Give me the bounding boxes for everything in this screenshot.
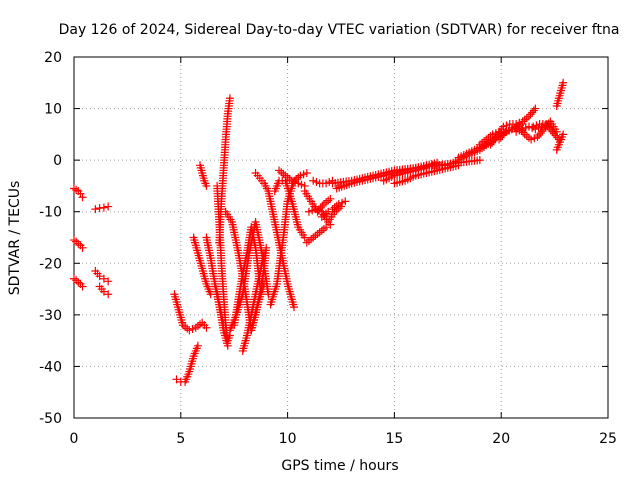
- grid-lines: [74, 57, 608, 418]
- series-track-31: [379, 163, 431, 185]
- data-point: [300, 233, 309, 242]
- data-point: [202, 181, 211, 190]
- data-point: [491, 134, 500, 143]
- series-track-23: [275, 166, 309, 190]
- data-point: [290, 303, 299, 312]
- data-point: [225, 94, 234, 103]
- data-point: [172, 375, 181, 384]
- y-axis-title: SDTVAR / TECUs: [7, 181, 23, 296]
- y-tick-label: -20: [39, 256, 62, 272]
- data-point: [78, 193, 87, 202]
- series-track-3: [70, 274, 87, 291]
- series-track-22: [270, 176, 309, 242]
- data-point: [95, 272, 104, 281]
- data-point: [499, 129, 508, 138]
- x-tick-label: 15: [385, 431, 403, 447]
- series-track-32: [390, 161, 463, 188]
- y-tick-label: -30: [39, 308, 62, 324]
- y-tick-label: -50: [39, 411, 62, 427]
- data-point: [341, 197, 350, 206]
- series-track-10: [196, 161, 211, 190]
- data-point: [326, 194, 335, 203]
- data-point: [78, 243, 87, 252]
- data-point: [559, 78, 568, 87]
- x-tick-label: 5: [176, 431, 185, 447]
- data-point: [99, 287, 108, 296]
- data-point: [193, 341, 202, 350]
- series-track-14: [215, 94, 234, 247]
- data-point: [531, 104, 540, 113]
- y-tick-label: 10: [44, 102, 62, 118]
- axis-ticks: [73, 56, 609, 419]
- data-point: [99, 203, 108, 212]
- y-tick-label: 20: [44, 50, 62, 66]
- data-point: [475, 156, 484, 165]
- data-point: [559, 130, 568, 139]
- y-tick-label: -40: [39, 359, 62, 375]
- series-track-40: [552, 130, 568, 154]
- series-track-4: [91, 202, 113, 214]
- series-track-6: [95, 282, 113, 299]
- x-tick-label: 20: [492, 431, 510, 447]
- data-point: [324, 207, 333, 216]
- series-track-1: [70, 184, 87, 202]
- x-tick-label: 0: [70, 431, 79, 447]
- data-point: [91, 205, 100, 214]
- data-point: [262, 243, 271, 252]
- series-track-9: [189, 233, 215, 299]
- data-marks: [70, 78, 568, 386]
- data-point: [322, 223, 331, 232]
- data-point: [302, 169, 311, 178]
- series-track-39: [529, 120, 563, 144]
- data-point: [529, 106, 538, 115]
- series-track-7: [170, 290, 211, 335]
- data-point: [78, 282, 87, 291]
- series-track-2: [70, 236, 87, 252]
- series-track-8: [172, 341, 202, 386]
- series-track-5: [91, 267, 113, 286]
- x-tick-label: 10: [279, 431, 297, 447]
- data-point: [99, 274, 108, 283]
- data-point: [553, 133, 562, 142]
- chart-title: Day 126 of 2024, Sidereal Day-to-day VTE…: [59, 22, 620, 38]
- y-tick-label: -10: [39, 205, 62, 221]
- axis-tick-labels: 0 5 10 15 20 25 -50 -40 -30 -20 -10 0 10 20: [39, 50, 617, 447]
- x-axis-title: GPS time / hours: [281, 458, 398, 474]
- series-track-25: [302, 220, 335, 247]
- x-tick-label: 25: [599, 431, 617, 447]
- y-tick-label: 0: [53, 153, 62, 169]
- data-point: [104, 277, 113, 286]
- series-track-28: [317, 197, 350, 221]
- series-track-41: [552, 78, 568, 110]
- data-point: [104, 290, 113, 299]
- data-point: [202, 323, 211, 332]
- data-point: [104, 202, 113, 211]
- series-track-19: [247, 243, 271, 335]
